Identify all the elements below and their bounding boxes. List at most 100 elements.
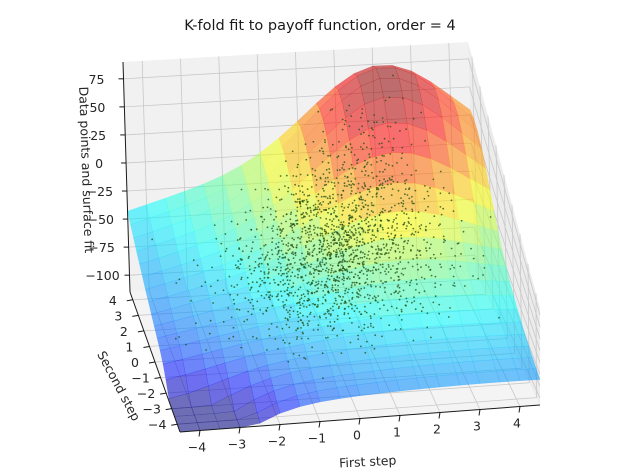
- data-point: [361, 108, 364, 110]
- data-point: [415, 254, 418, 257]
- data-point: [306, 315, 309, 318]
- data-point: [350, 173, 353, 175]
- data-point: [289, 213, 292, 216]
- data-point: [353, 199, 356, 202]
- surface-patch: [171, 406, 195, 417]
- data-point: [371, 196, 374, 198]
- data-point: [379, 219, 382, 222]
- data-point: [349, 246, 352, 249]
- data-point: [432, 236, 435, 239]
- data-point: [414, 231, 417, 233]
- data-point: [397, 284, 400, 286]
- data-point: [403, 212, 405, 215]
- data-point: [379, 286, 382, 288]
- data-point: [305, 246, 307, 249]
- data-point: [395, 290, 397, 292]
- data-point: [175, 282, 178, 284]
- data-point: [222, 320, 225, 323]
- data-point: [323, 184, 326, 187]
- data-point: [347, 180, 350, 183]
- data-point: [400, 234, 402, 237]
- data-point: [288, 291, 291, 294]
- data-point: [279, 199, 281, 201]
- x-axis-label: First step: [339, 453, 397, 471]
- data-point: [375, 269, 378, 272]
- data-point: [330, 267, 333, 270]
- data-point: [348, 271, 351, 274]
- chart-title: K-fold fit to payoff function, order = 4: [184, 18, 455, 34]
- data-point: [351, 291, 354, 294]
- data-point: [338, 305, 340, 308]
- data-point: [382, 171, 384, 173]
- data-point: [322, 173, 325, 176]
- data-point: [317, 110, 320, 113]
- data-point: [375, 161, 378, 163]
- data-point: [362, 260, 365, 263]
- data-point: [236, 294, 239, 296]
- data-point: [373, 114, 375, 116]
- data-point: [309, 209, 312, 212]
- data-point: [322, 130, 325, 133]
- data-point: [285, 323, 288, 326]
- data-point: [305, 158, 308, 161]
- data-point: [346, 291, 349, 294]
- data-point: [388, 238, 391, 241]
- data-point: [391, 225, 394, 227]
- data-point: [450, 247, 453, 250]
- data-point: [397, 189, 400, 192]
- data-point: [313, 269, 316, 272]
- data-point: [276, 228, 279, 231]
- data-point: [325, 316, 327, 319]
- data-point: [376, 229, 379, 232]
- data-point: [319, 261, 322, 264]
- data-point: [274, 269, 277, 272]
- data-point: [272, 268, 275, 271]
- data-point: [354, 167, 357, 170]
- data-point: [370, 317, 372, 319]
- data-point: [340, 221, 342, 224]
- data-point: [299, 173, 302, 176]
- data-point: [364, 231, 367, 234]
- data-point: [282, 243, 285, 246]
- data-point: [351, 296, 354, 299]
- data-point: [320, 265, 322, 268]
- data-point: [335, 226, 338, 228]
- data-point: [313, 276, 315, 278]
- data-point: [336, 232, 339, 235]
- data-point: [319, 227, 322, 230]
- data-point: [256, 281, 258, 284]
- data-point: [241, 250, 244, 253]
- data-point: [411, 202, 414, 205]
- data-point: [305, 306, 308, 308]
- data-point: [364, 351, 367, 354]
- data-point: [349, 341, 352, 344]
- data-point: [312, 249, 315, 252]
- data-point: [306, 322, 309, 325]
- data-point: [374, 296, 377, 299]
- data-point: [388, 256, 391, 259]
- data-point: [390, 246, 393, 249]
- data-point: [379, 307, 381, 310]
- data-point: [318, 149, 321, 152]
- data-point: [410, 174, 413, 177]
- surface-patch: [489, 280, 514, 297]
- data-point: [336, 215, 338, 218]
- data-point: [337, 247, 340, 250]
- data-point: [332, 271, 335, 274]
- data-point: [371, 230, 374, 233]
- data-point: [489, 216, 492, 218]
- data-point: [299, 205, 302, 208]
- data-point: [364, 203, 367, 206]
- data-point: [387, 227, 390, 230]
- data-point: [355, 241, 358, 244]
- data-point: [303, 199, 305, 202]
- data-point: [323, 190, 325, 192]
- data-point: [310, 263, 313, 266]
- x-tick: [198, 430, 201, 437]
- data-point: [327, 161, 330, 164]
- data-point: [362, 265, 364, 267]
- data-point: [470, 247, 472, 250]
- data-point: [263, 258, 266, 261]
- data-point: [250, 228, 253, 231]
- data-point: [365, 146, 368, 149]
